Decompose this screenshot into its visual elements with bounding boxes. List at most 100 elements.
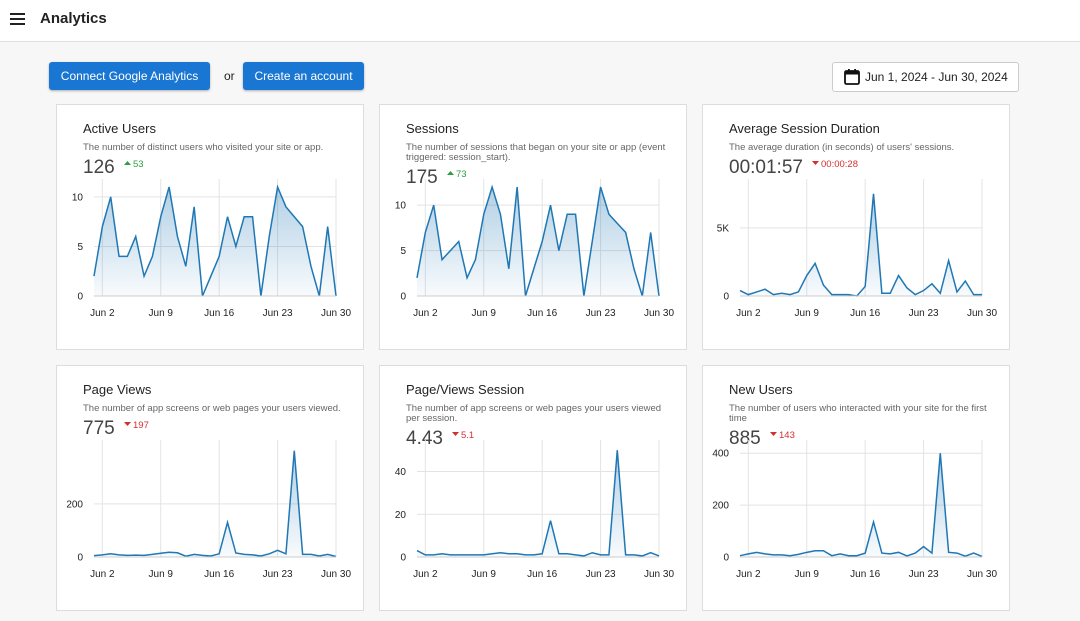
area [417,187,659,296]
x-tick-label: Jun 9 [472,569,497,580]
x-tick-label: Jun 2 [413,569,438,580]
app-title: Analytics [40,10,107,27]
y-tick-label: 5 [77,242,83,253]
card-description: The number of sessions that began on you… [406,142,666,163]
y-tick-label: 200 [66,499,83,510]
delta-text: 5.1 [461,430,475,441]
trend-arrow [452,432,459,436]
x-tick-label: Jun 16 [850,308,880,319]
card-title: Active Users [83,121,156,136]
x-tick-label: Jun 2 [90,308,115,319]
card-description: The number of users who interacted with … [729,403,987,424]
card-title: New Users [729,382,793,397]
y-tick-label: 5K [717,223,730,234]
card-description: The average duration (in seconds) of use… [729,142,955,153]
x-tick-label: Jun 16 [527,308,557,319]
y-tick-label: 10 [395,201,407,212]
metric-card: Page Views The number of app screens or w… [56,365,364,611]
line [416,184,660,297]
metric-delta: 00:00:28 [811,159,858,170]
x-tick-label: Jun 23 [909,569,939,580]
metric-value: 885 [729,428,761,449]
delta-text: 73 [456,169,467,180]
metric-value: 4.43 [406,428,443,449]
metric-value: 175 [406,167,438,188]
x-tick-label: Jun 30 [644,569,674,580]
x-tick-label: Jun 16 [850,569,880,580]
line [93,184,337,297]
x-tick-label: Jun 30 [321,308,351,319]
line [416,450,660,557]
calendar-icon [844,69,860,85]
line-chart: 0 20 40 Jun 2 Jun 9 Jun 16 Jun 23 Jun 30 [395,440,674,580]
x-tick-label: Jun 2 [413,308,438,319]
x-tick-label: Jun 9 [795,569,820,580]
trend-arrow [770,432,777,436]
x-tick-label: Jun 9 [149,569,174,580]
metric-delta: 5.1 [451,430,474,441]
metric-card: Sessions The number of sessions that bega… [379,104,687,350]
area [740,193,982,296]
date-range-picker[interactable]: Jun 1, 2024 - Jun 30, 2024 [832,62,1019,92]
delta-text: 197 [133,420,149,431]
card-title: Sessions [406,121,459,136]
x-tick-label: Jun 2 [90,569,115,580]
x-tick-label: Jun 16 [204,569,234,580]
x-tick-label: Jun 30 [967,308,997,319]
line-chart: 0 200 Jun 2 Jun 9 Jun 16 Jun 23 Jun 30 [66,440,351,580]
date-range-text: Jun 1, 2024 - Jun 30, 2024 [865,70,1008,84]
metric-value: 00:01:57 [729,157,803,178]
delta-text: 00:00:28 [821,159,858,170]
x-tick-label: Jun 23 [909,308,939,319]
metric-value: 775 [83,418,115,439]
y-tick-label: 0 [400,553,406,564]
x-tick-label: Jun 30 [967,569,997,580]
area [417,450,659,557]
metric-value: 126 [83,157,115,178]
connect-button[interactable]: Connect Google Analytics [49,62,210,90]
metric-delta: 73 [446,169,467,180]
x-tick-label: Jun 9 [149,308,174,319]
metric-card: Average Session Duration The average dura… [702,104,1010,350]
metric-delta: 53 [123,159,144,170]
y-tick-label: 0 [723,292,729,303]
metric-card: Page/Views Session The number of app scre… [379,365,687,611]
create-account-button[interactable]: Create an account [243,62,364,90]
y-tick-label: 400 [712,449,729,460]
y-tick-label: 10 [72,192,84,203]
card-title: Page Views [83,382,152,397]
x-tick-label: Jun 16 [204,308,234,319]
line [93,450,337,558]
x-tick-label: Jun 23 [263,569,293,580]
x-tick-label: Jun 2 [736,569,761,580]
y-tick-label: 40 [395,467,407,478]
trend-arrow [812,161,819,165]
area [94,187,336,296]
x-tick-label: Jun 9 [795,308,820,319]
line-chart: 0 5K Jun 2 Jun 9 Jun 16 Jun 23 Jun 30 [717,179,997,319]
menu-button[interactable] [10,13,25,25]
metric-delta: 197 [123,420,149,431]
trend-arrow [124,161,131,165]
line [739,193,982,297]
trend-arrow [447,171,454,175]
y-tick-label: 0 [77,553,83,564]
delta-text: 143 [779,430,795,441]
line-chart: 0 5 10 Jun 2 Jun 9 Jun 16 Jun 23 Jun 30 [395,179,674,319]
metric-card: Active Users The number of distinct users… [56,104,364,350]
card-description: The number of distinct users who visited… [83,142,324,153]
or-label: or [224,69,235,83]
x-tick-label: Jun 9 [472,308,497,319]
x-tick-label: Jun 30 [321,569,351,580]
line [739,453,983,558]
y-tick-label: 0 [723,553,729,564]
y-tick-label: 0 [400,292,406,303]
x-tick-label: Jun 16 [527,569,557,580]
delta-text: 53 [133,159,144,170]
x-tick-label: Jun 23 [263,308,293,319]
metric-delta: 143 [769,430,795,441]
metric-card: New Users The number of users who interac… [702,365,1010,611]
x-tick-label: Jun 2 [736,308,761,319]
top-bar: Analytics [0,0,1080,42]
